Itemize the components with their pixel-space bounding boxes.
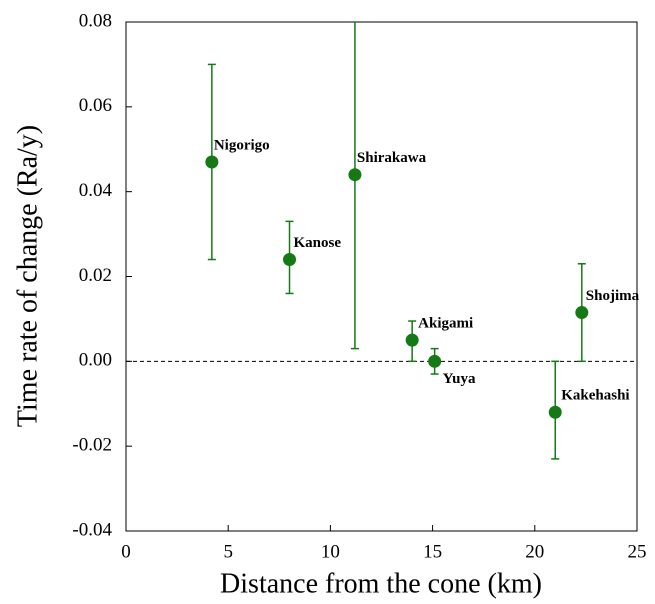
y-tick-label: -0.02 xyxy=(72,435,112,456)
point-label: Akigami xyxy=(418,316,473,332)
y-tick-label: 0.00 xyxy=(79,350,112,371)
x-tick-label: 5 xyxy=(223,541,233,562)
x-tick-label: 10 xyxy=(321,541,340,562)
point xyxy=(205,155,219,169)
point xyxy=(428,354,442,368)
point xyxy=(548,405,562,419)
point-label: Kakehashi xyxy=(561,388,629,404)
x-axis-title: Distance from the cone (km) xyxy=(220,568,542,599)
point-label: Yuya xyxy=(443,371,476,387)
plot-frame xyxy=(125,21,638,532)
x-tick-label: 15 xyxy=(423,541,442,562)
x-tick-label: 25 xyxy=(628,541,647,562)
x-tick-label: 20 xyxy=(525,541,544,562)
y-tick-label: 0.02 xyxy=(79,265,112,286)
point xyxy=(575,306,589,320)
point xyxy=(348,168,362,182)
x-tick-label: 0 xyxy=(121,541,131,562)
point xyxy=(283,253,297,267)
y-tick-label: 0.06 xyxy=(79,95,112,116)
point-label: Kanose xyxy=(294,235,342,251)
point-label: Shirakawa xyxy=(357,150,427,166)
point-label: Shojima xyxy=(586,288,640,304)
y-tick-label: -0.04 xyxy=(72,519,112,540)
y-tick-label: 0.04 xyxy=(79,180,113,201)
y-tick-label: 0.08 xyxy=(79,10,112,31)
y-axis-title: Time rate of change (Ra/y) xyxy=(12,125,43,427)
plot-area xyxy=(126,22,637,460)
point-label: Nigorigo xyxy=(214,137,270,153)
point xyxy=(405,333,419,347)
